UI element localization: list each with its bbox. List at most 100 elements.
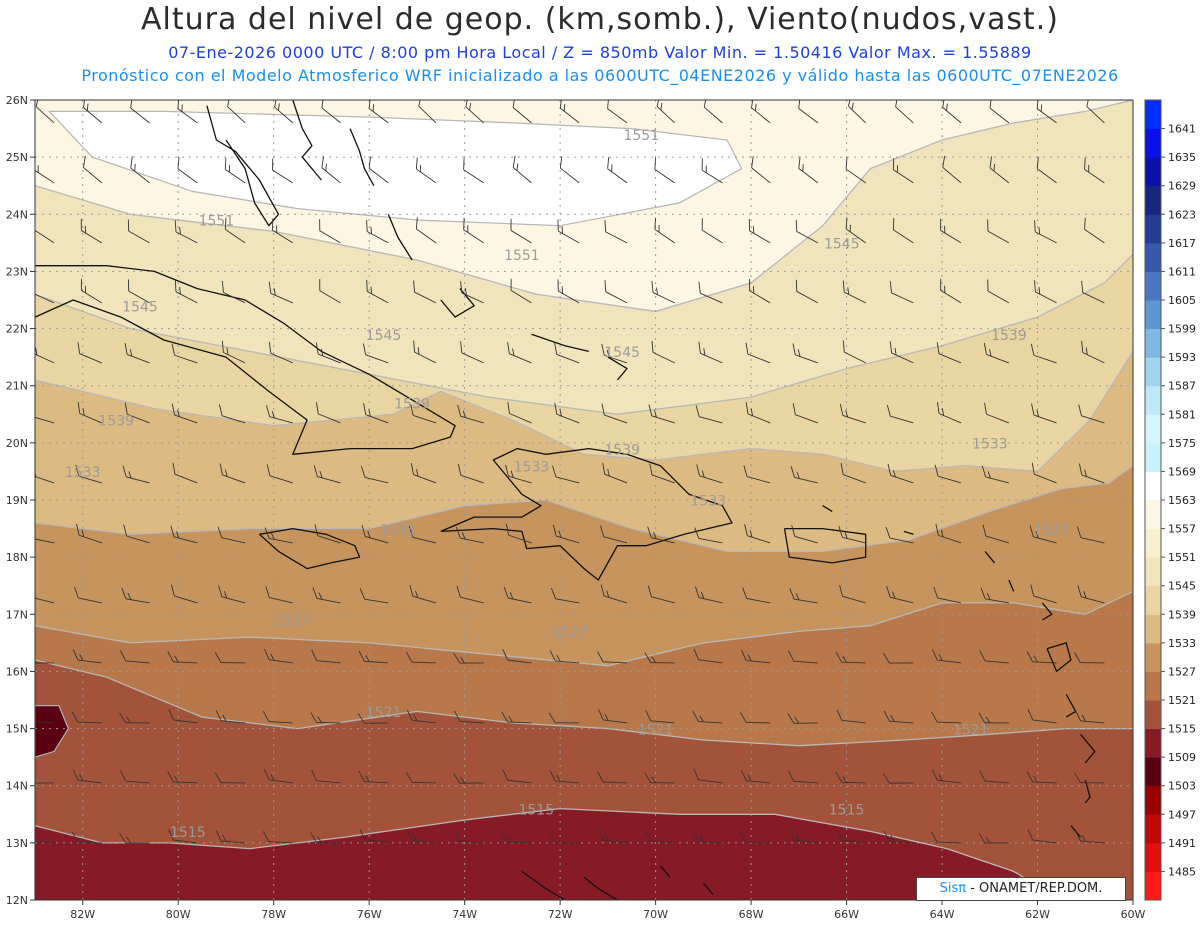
barb-staff xyxy=(1033,536,1057,544)
wind-barb xyxy=(263,768,293,784)
lat-tick-label: 19N xyxy=(6,494,28,507)
barb-staff xyxy=(365,414,389,424)
wind-barb xyxy=(310,712,341,724)
wind-barb xyxy=(740,769,771,784)
wind-barb xyxy=(413,340,437,364)
barb-feather xyxy=(1074,652,1081,663)
barb-feather xyxy=(600,584,605,597)
barb-staff xyxy=(507,841,532,844)
barb-half-feather xyxy=(174,775,179,783)
barb-half-feather xyxy=(37,165,39,173)
barb-feather xyxy=(942,100,945,108)
barb-feather xyxy=(792,403,796,415)
barb-half-feather xyxy=(559,408,562,417)
barb-feather xyxy=(1074,772,1081,783)
barb-feather xyxy=(174,280,177,292)
wind-barb xyxy=(77,342,102,364)
colorbar-swatch xyxy=(1145,528,1161,558)
wind-barb xyxy=(35,835,55,844)
wind-barb xyxy=(698,341,723,364)
wind-barb xyxy=(77,401,102,424)
wind-barb xyxy=(1081,280,1105,304)
wind-barb xyxy=(268,281,293,304)
wind-barb xyxy=(319,279,341,304)
barb-staff xyxy=(1080,840,1105,844)
barb-feather xyxy=(410,403,414,416)
wind-barb xyxy=(744,524,771,544)
wind-barb xyxy=(885,526,914,544)
wind-barb xyxy=(454,830,484,844)
wind-barb xyxy=(936,342,962,364)
barb-staff xyxy=(985,476,1010,484)
barb-staff xyxy=(651,474,675,484)
barb-staff xyxy=(81,230,103,244)
coastline xyxy=(822,505,833,512)
barb-staff xyxy=(842,536,866,544)
wind-barb xyxy=(171,403,198,424)
barb-half-feather xyxy=(703,348,706,356)
contour-label: 1551 xyxy=(504,248,540,264)
barb-feather xyxy=(984,402,987,415)
wind-barb xyxy=(600,525,628,544)
barb-staff xyxy=(942,107,962,124)
barb-half-feather xyxy=(1084,469,1087,477)
barb-half-feather xyxy=(842,655,848,663)
wind-barb xyxy=(1026,651,1057,664)
barb-half-feather xyxy=(660,102,663,111)
wind-barb xyxy=(554,402,580,424)
coastline xyxy=(521,870,566,900)
barb-staff xyxy=(81,289,103,304)
contour-label: 1527 xyxy=(1034,522,1070,538)
barb-staff xyxy=(413,415,437,424)
barb-feather xyxy=(214,772,222,783)
barb-feather xyxy=(25,586,33,597)
barb-feather xyxy=(557,219,559,232)
barb-staff xyxy=(413,474,437,484)
coastline xyxy=(607,356,628,381)
wind-barb xyxy=(35,100,55,124)
barb-staff xyxy=(603,719,628,724)
barb-staff xyxy=(268,841,293,844)
barb-half-feather xyxy=(705,165,707,173)
barb-staff xyxy=(700,292,723,304)
barb-half-feather xyxy=(752,226,755,234)
contour-1527 xyxy=(35,590,1133,667)
barb-staff xyxy=(605,231,628,244)
barb-half-feather xyxy=(894,347,897,356)
barb-half-feather xyxy=(985,716,991,724)
wind-barb xyxy=(127,219,150,244)
wind-barb xyxy=(835,651,866,664)
wind-barb xyxy=(221,280,246,304)
barb-feather xyxy=(35,100,39,107)
wind-barb xyxy=(310,832,341,844)
wind-barb xyxy=(265,586,293,604)
wind-barb xyxy=(743,465,771,484)
barb-staff xyxy=(937,721,962,724)
barb-feather xyxy=(313,465,318,477)
barb-feather xyxy=(839,403,844,416)
wind-barb xyxy=(751,100,771,124)
barb-feather xyxy=(218,404,223,416)
barb-feather xyxy=(895,100,899,107)
wind-barb xyxy=(263,648,293,664)
barb-staff xyxy=(173,536,198,544)
wind-barb xyxy=(602,462,628,484)
barb-staff xyxy=(274,106,294,124)
colorbar-label: 1497 xyxy=(1168,808,1196,821)
wind-barb xyxy=(314,524,341,544)
contour-label: 1533 xyxy=(972,437,1008,453)
contour-label: 1527 xyxy=(552,625,588,641)
wind-barb xyxy=(1074,652,1105,664)
barb-staff xyxy=(130,167,150,184)
barb-feather xyxy=(311,769,318,781)
barb-half-feather xyxy=(654,410,657,418)
barb-feather xyxy=(692,711,699,722)
barb-half-feather xyxy=(179,226,181,235)
barb-half-feather xyxy=(749,530,753,538)
wind-barb xyxy=(791,525,819,544)
wind-barb xyxy=(931,711,962,724)
barb-staff xyxy=(269,416,293,424)
barb-feather xyxy=(987,279,989,292)
wind-barb xyxy=(607,100,628,124)
barb-feather xyxy=(931,831,938,843)
